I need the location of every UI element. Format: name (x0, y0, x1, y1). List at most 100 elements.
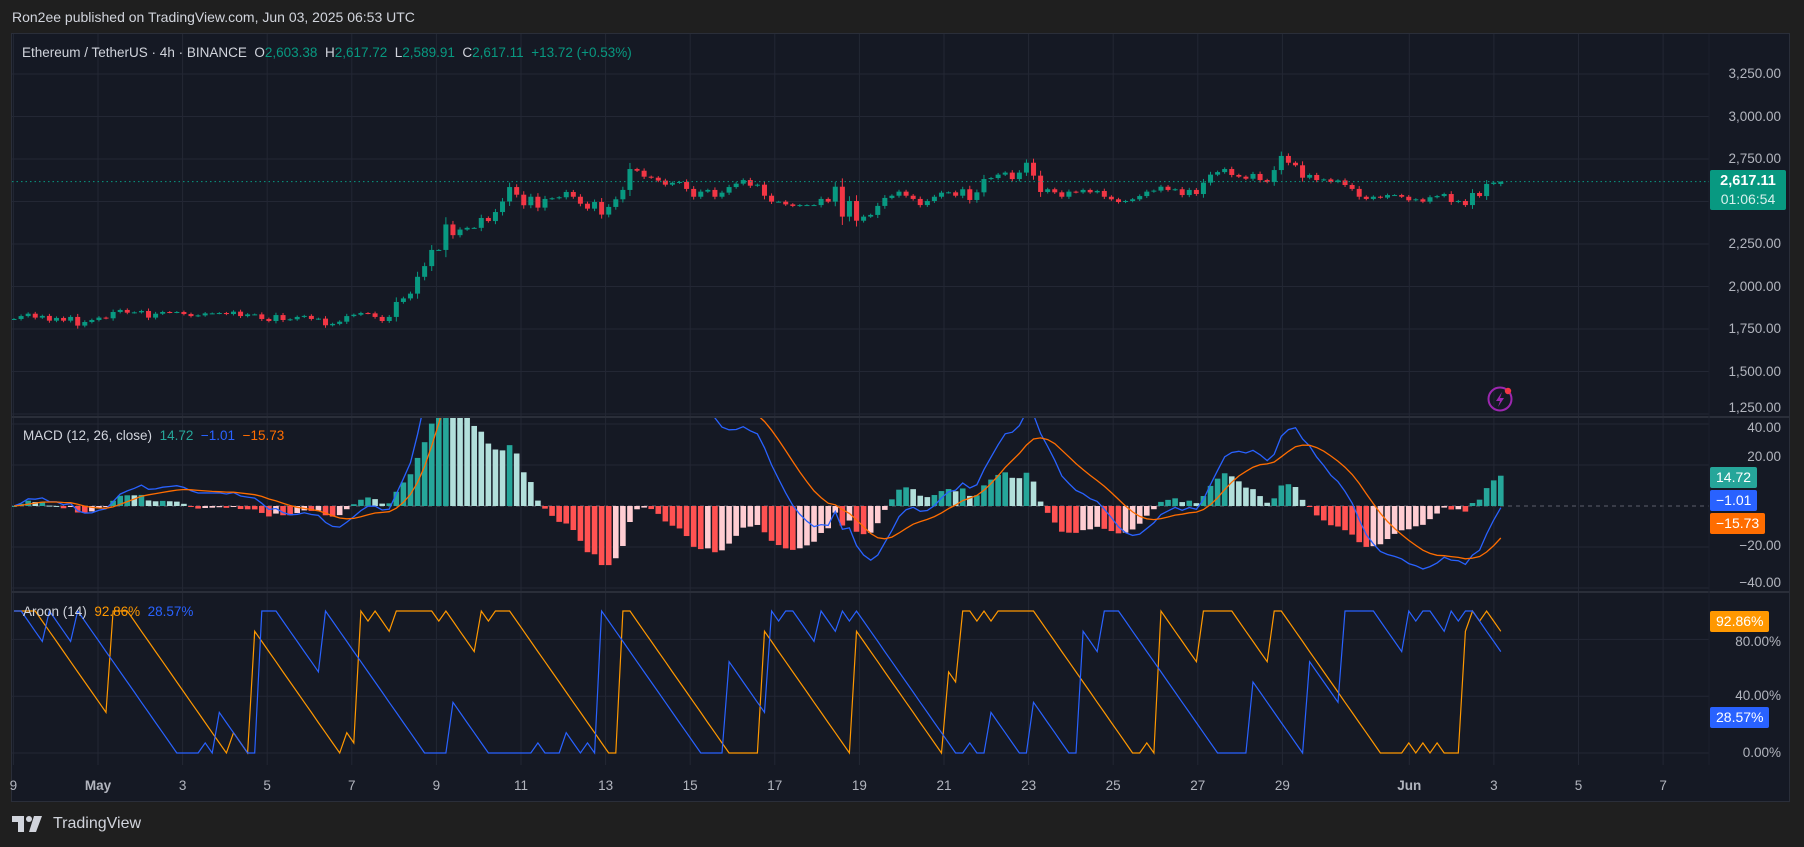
macd-histogram-bar (797, 506, 803, 549)
candle-body (400, 298, 406, 302)
macd-histogram-bar (1023, 472, 1030, 506)
candle-body (1066, 191, 1072, 197)
macd-histogram-bar (1469, 503, 1476, 506)
macd-histogram-bar (230, 506, 237, 507)
symbol-legend[interactable]: Ethereum / TetherUS · 4h · BINANCE O2,60… (22, 45, 632, 60)
time-axis-label: 3 (1490, 778, 1498, 793)
candle-body (195, 315, 201, 317)
aroon-up-line (14, 609, 1502, 755)
candle-body (960, 189, 966, 196)
macd-histogram-bar (605, 506, 612, 566)
candle-body (1484, 183, 1490, 197)
candle-body (1477, 193, 1483, 197)
macd-histogram-bar (1044, 506, 1051, 513)
candle-body (1491, 182, 1497, 184)
candle-body (294, 316, 300, 320)
macd-histogram-bar (1328, 506, 1334, 526)
price-tick-label: 1,750.00 (1728, 321, 1781, 336)
candle-body (790, 204, 796, 206)
macd-histogram-bar (1172, 498, 1178, 506)
candle-body (563, 191, 569, 198)
macd-histogram-bar (138, 494, 145, 506)
candle-body (53, 317, 59, 321)
candle-body (32, 313, 38, 318)
tradingview-branding[interactable]: TradingView (12, 815, 141, 833)
candle-body (1370, 196, 1376, 199)
candle-body (330, 323, 336, 326)
candle-body (117, 309, 123, 312)
candle-body (1257, 173, 1263, 181)
macd-histogram-bar (1101, 506, 1108, 529)
candle-body (39, 315, 45, 318)
macd-tick-label: 40.00 (1747, 420, 1781, 435)
macd-histogram-bar (379, 503, 385, 506)
aroon-legend[interactable]: Aroon (14) 92.86% 28.57% (23, 604, 193, 619)
macd-histogram-bar (1264, 502, 1270, 506)
time-axis-label: 29 (1274, 778, 1290, 793)
candle-body (18, 316, 24, 319)
aroon-down-value: 28.57% (147, 604, 194, 619)
candle-body (577, 196, 583, 204)
macd-histogram-bar (195, 506, 201, 509)
candle-body (1292, 162, 1298, 166)
macd-histogram-bar (1243, 487, 1249, 506)
macd-histogram-bar (910, 489, 916, 506)
candle-body (110, 312, 116, 319)
aroon-down-badge: 28.57% (1710, 707, 1770, 728)
candle-body (931, 196, 937, 201)
macd-histogram-bar (287, 506, 293, 516)
high-label: H (324, 45, 335, 60)
macd-histogram-bar (329, 506, 336, 517)
macd-histogram-bar (471, 425, 477, 506)
price-tick-label: 1,500.00 (1728, 363, 1781, 379)
bar-countdown: 01:06:54 (1720, 191, 1776, 207)
macd-histogram-bar (648, 506, 654, 510)
candle-body (273, 315, 279, 322)
macd-histogram-bar (351, 504, 357, 506)
candle-body (131, 312, 137, 314)
candle-body (549, 198, 555, 200)
candlestick-series (12, 151, 1504, 329)
candle-body (1115, 199, 1121, 203)
macd-signal-line (13, 418, 1502, 560)
candle-body (1200, 182, 1206, 195)
candle-body (25, 313, 31, 317)
macd-histogram-bar (174, 501, 180, 506)
time-axis-label: 7 (1659, 778, 1667, 793)
candle-body (832, 186, 838, 202)
macd-histogram-bar (676, 506, 683, 529)
macd-histogram-bar (1462, 506, 1469, 512)
candle-body (386, 316, 392, 322)
time-axis-label: 5 (263, 778, 271, 793)
candle-body (1031, 162, 1037, 176)
candle-body (89, 319, 95, 323)
macd-histogram-bar (1179, 502, 1185, 506)
low-label: L (394, 45, 403, 60)
macd-histogram-bar (336, 506, 343, 516)
macd-histogram-bar (570, 506, 577, 531)
candle-body (358, 313, 364, 315)
macd-histogram-bar (662, 506, 669, 522)
macd-histogram-bar (634, 506, 640, 510)
candle-body (733, 183, 739, 188)
candle-body (712, 189, 718, 197)
macd-histogram-bar (506, 445, 513, 506)
candle-body (68, 316, 74, 321)
macd-histogram-bar (627, 506, 633, 523)
candle-body (1172, 189, 1178, 191)
macd-histogram-bar (457, 418, 463, 506)
candle-body (599, 202, 605, 215)
macd-legend[interactable]: MACD (12, 26, close) 14.72 −1.01 −15.73 (23, 428, 284, 443)
macd-histogram-bar (528, 482, 534, 506)
macd-histogram-bar (917, 495, 924, 506)
candle-body (61, 317, 67, 321)
macd-histogram-bar (1271, 498, 1278, 506)
candle-body (1130, 199, 1136, 201)
candle-body (301, 315, 307, 317)
lightning-alert-icon[interactable] (1487, 386, 1513, 412)
candle-body (174, 312, 180, 313)
macd-histogram-bar (712, 506, 718, 553)
candle-body (924, 200, 930, 206)
macd-histogram-bar (860, 506, 867, 535)
